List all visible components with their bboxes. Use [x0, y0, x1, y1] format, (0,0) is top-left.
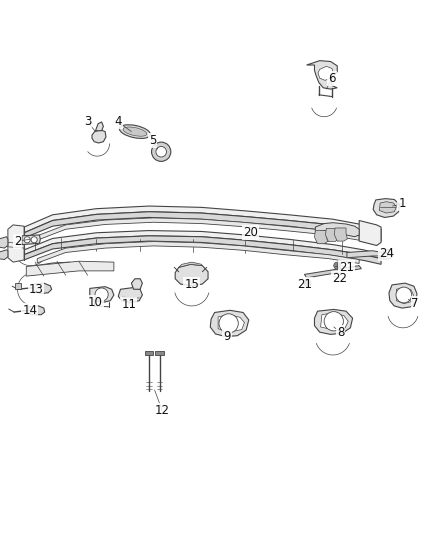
Polygon shape [24, 206, 381, 235]
Text: 7: 7 [411, 297, 419, 310]
Polygon shape [304, 265, 361, 278]
Polygon shape [24, 236, 381, 264]
Polygon shape [175, 264, 208, 286]
Bar [155, 351, 164, 355]
Polygon shape [37, 241, 359, 263]
Polygon shape [389, 283, 417, 308]
Polygon shape [179, 262, 202, 268]
Polygon shape [8, 225, 24, 262]
Text: 21: 21 [339, 261, 354, 274]
Polygon shape [22, 235, 40, 245]
Circle shape [396, 287, 412, 303]
Polygon shape [396, 287, 413, 304]
Polygon shape [307, 61, 337, 89]
Polygon shape [379, 201, 396, 213]
Polygon shape [24, 212, 381, 241]
Bar [145, 351, 153, 355]
Polygon shape [383, 249, 393, 260]
Circle shape [156, 147, 166, 157]
Circle shape [219, 314, 238, 333]
Polygon shape [314, 310, 353, 334]
Polygon shape [334, 228, 347, 241]
Polygon shape [0, 250, 8, 260]
Circle shape [334, 262, 341, 269]
Polygon shape [318, 66, 333, 80]
Polygon shape [321, 313, 348, 329]
Polygon shape [95, 122, 103, 131]
Polygon shape [27, 306, 45, 314]
Ellipse shape [120, 125, 150, 139]
Polygon shape [26, 261, 114, 276]
Circle shape [31, 237, 37, 243]
Ellipse shape [123, 127, 147, 136]
Polygon shape [131, 279, 142, 289]
Polygon shape [359, 221, 381, 246]
Polygon shape [15, 283, 21, 289]
Text: 24: 24 [379, 247, 394, 260]
Text: 1: 1 [398, 197, 406, 211]
Polygon shape [33, 283, 52, 294]
Polygon shape [90, 287, 114, 302]
Polygon shape [315, 223, 359, 237]
Text: 4: 4 [114, 116, 122, 128]
Polygon shape [118, 287, 142, 302]
Text: 22: 22 [332, 272, 347, 285]
Circle shape [152, 142, 171, 161]
Text: 15: 15 [184, 278, 199, 292]
Text: 6: 6 [328, 71, 336, 85]
Polygon shape [314, 231, 328, 244]
Polygon shape [373, 199, 399, 217]
Circle shape [324, 312, 343, 331]
Text: 3: 3 [84, 116, 91, 128]
Circle shape [95, 288, 108, 301]
Polygon shape [31, 262, 72, 275]
Polygon shape [37, 218, 359, 240]
Polygon shape [0, 237, 8, 248]
Text: 8: 8 [337, 326, 344, 338]
Polygon shape [347, 251, 383, 258]
Polygon shape [218, 314, 244, 332]
Circle shape [304, 280, 311, 287]
Text: 20: 20 [243, 226, 258, 239]
Text: 5: 5 [149, 134, 156, 147]
Polygon shape [24, 231, 381, 259]
Polygon shape [325, 229, 339, 241]
Text: 13: 13 [28, 283, 43, 296]
Text: 14: 14 [22, 304, 37, 317]
Text: 2: 2 [14, 235, 21, 248]
Text: 9: 9 [223, 330, 231, 343]
Text: 12: 12 [155, 403, 170, 417]
Text: 10: 10 [88, 296, 103, 309]
Polygon shape [210, 310, 249, 336]
Circle shape [24, 237, 30, 243]
Text: 21: 21 [297, 278, 312, 292]
Polygon shape [92, 130, 106, 143]
Text: 11: 11 [121, 297, 136, 311]
